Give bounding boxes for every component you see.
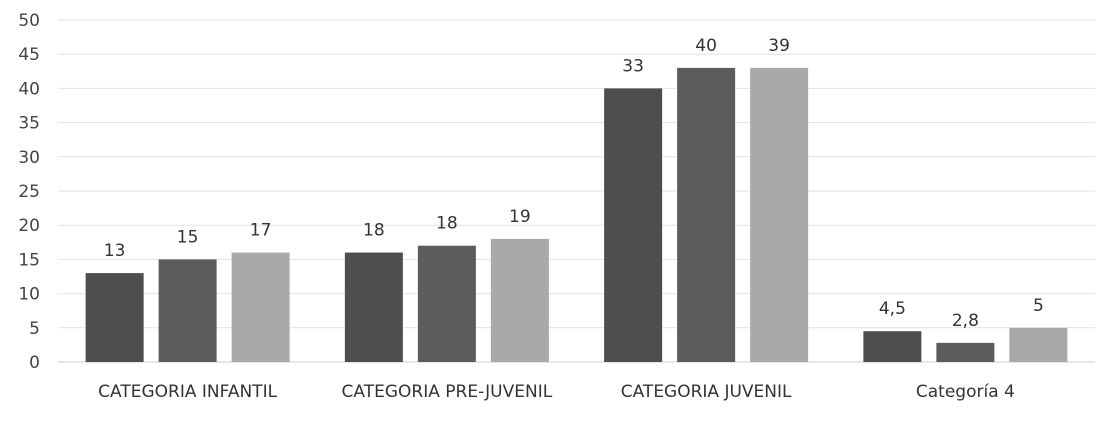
data-label-3-1: 2,8 [952, 311, 979, 331]
y-tick-label: 40 [18, 79, 40, 99]
bar-1-1 [417, 245, 476, 362]
category-labels: CATEGORIA INFANTIL CATEGORIA PRE-JUVENIL C… [98, 382, 1015, 402]
data-label-3-0: 4,5 [879, 299, 906, 319]
category-label: CATEGORIA INFANTIL [98, 382, 277, 402]
bar-2-1 [677, 67, 736, 362]
y-tick-label: 50 [18, 11, 40, 31]
data-label-1-0: 18 [363, 221, 385, 241]
data-label-1-1: 18 [436, 214, 458, 234]
data-label-3-2: 5 [1033, 296, 1044, 316]
bar-3-2 [1009, 327, 1068, 362]
category-label: CATEGORIA JUVENIL [621, 382, 792, 402]
bar-0-0 [85, 273, 144, 362]
y-tick-label: 45 [18, 45, 40, 65]
bar-3-1 [936, 342, 995, 362]
gridlines [58, 19, 1095, 363]
bar-2-2 [750, 67, 809, 362]
bar-0-1 [158, 259, 217, 362]
y-tick-label: 15 [18, 250, 40, 270]
y-axis-ticks: 0 5 10 15 20 25 30 35 40 45 50 [18, 11, 40, 373]
data-label-2-0: 33 [622, 56, 644, 76]
bar-3-0 [863, 331, 922, 362]
data-label-1-2: 19 [509, 207, 531, 227]
category-label: CATEGORIA PRE-JUVENIL [342, 382, 553, 402]
data-label-0-2: 17 [250, 221, 272, 241]
bar-0-2 [231, 252, 290, 362]
y-tick-label: 35 [18, 114, 40, 134]
y-tick-label: 0 [29, 353, 40, 373]
data-label-2-1: 40 [695, 36, 717, 56]
bar-1-0 [344, 252, 403, 362]
data-label-0-1: 15 [177, 227, 199, 247]
y-tick-label: 25 [18, 182, 40, 202]
bars [85, 67, 1068, 363]
data-label-2-2: 39 [768, 36, 790, 56]
data-labels: 13 15 17 18 18 19 33 40 39 4,5 2,8 5 [104, 36, 1044, 331]
y-tick-label: 10 [18, 285, 40, 305]
y-tick-label: 5 [29, 319, 40, 339]
bar-2-0 [604, 88, 663, 363]
y-tick-label: 30 [18, 148, 40, 168]
bar-1-2 [490, 238, 549, 362]
category-label: Categoría 4 [916, 382, 1015, 402]
data-label-0-0: 13 [104, 241, 126, 261]
y-tick-label: 20 [18, 216, 40, 236]
